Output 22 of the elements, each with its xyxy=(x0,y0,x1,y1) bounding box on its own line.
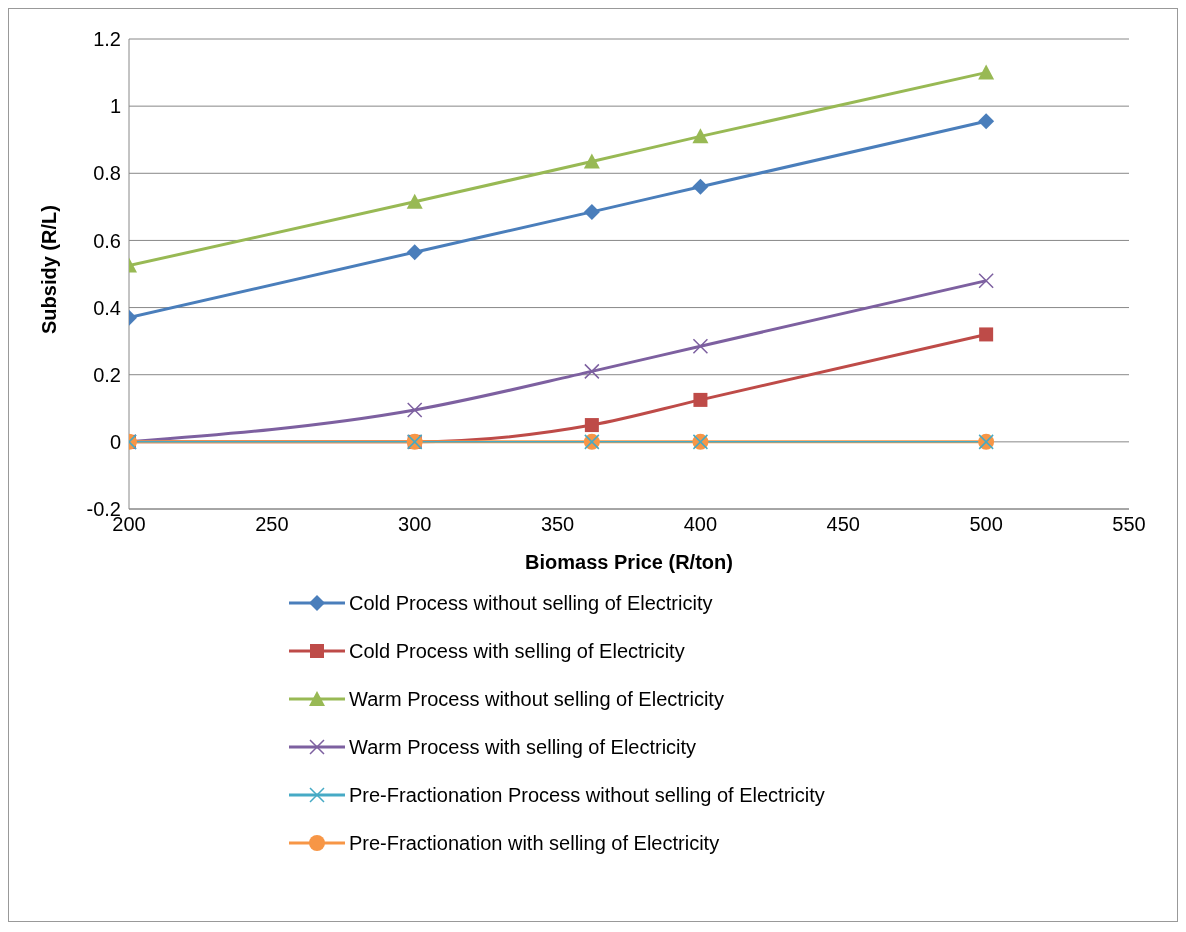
y-tick-label: 1 xyxy=(109,95,121,118)
y-tick-label: 0.2 xyxy=(93,363,121,386)
y-tick-label: 0 xyxy=(109,430,121,453)
y-tick-label: 0.6 xyxy=(93,229,121,252)
y-tick-label: 0.4 xyxy=(93,296,121,319)
legend-label: Cold Process with selling of Electricity xyxy=(349,639,685,663)
legend-label: Pre-Fractionation with selling of Electricity xyxy=(349,831,720,855)
legend-label: Cold Process without selling of Electricity xyxy=(349,591,713,615)
x-tick-label: 550 xyxy=(1112,513,1146,536)
y-axis-title: Subsidy (R/L) xyxy=(38,205,61,334)
x-tick-label: 350 xyxy=(540,513,575,536)
legend-label: Pre-Fractionation Process without selling of Electricity xyxy=(349,783,825,807)
legend-label: Warm Process with selling of Electricity xyxy=(349,735,697,759)
x-tick-label: 300 xyxy=(398,513,432,536)
y-tick-label: 0.8 xyxy=(93,162,121,185)
legend-label: Warm Process without selling of Electricity xyxy=(349,687,724,711)
x-axis-title: Biomass Price (R/ton) xyxy=(525,551,733,573)
x-tick-label: 500 xyxy=(969,513,1003,536)
x-tick-label: 250 xyxy=(255,513,289,536)
x-tick-label: 400 xyxy=(683,513,718,536)
y-tick-label: 1.2 xyxy=(93,28,121,51)
x-tick-label: 450 xyxy=(826,513,860,536)
